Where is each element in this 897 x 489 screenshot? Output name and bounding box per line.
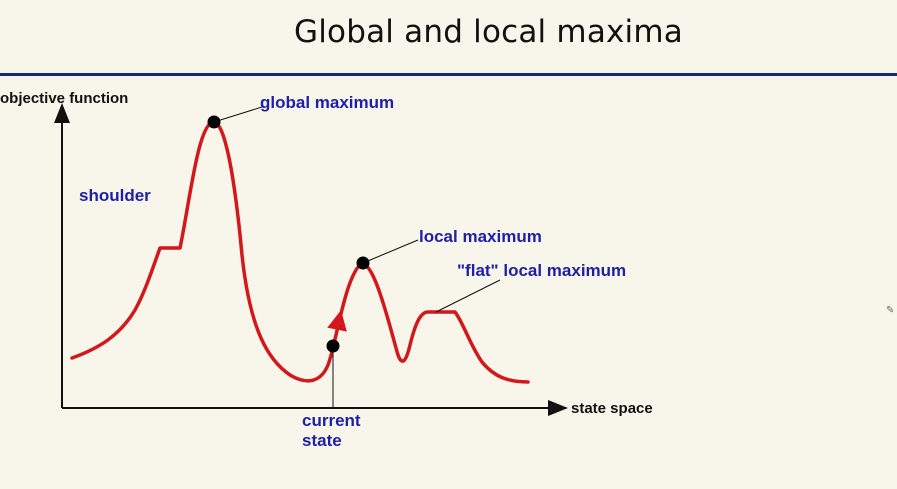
global-maximum-label: global maximum xyxy=(260,93,394,112)
y-axis-label: objective function xyxy=(0,90,128,107)
local-maximum-leader xyxy=(362,239,419,264)
global-maximum-leader xyxy=(213,106,263,123)
global-maximum-point xyxy=(207,115,221,129)
slide-title: Global and local maxima xyxy=(294,14,683,50)
current-state-point xyxy=(326,339,340,353)
flat-local-maximum-label: "flat" local maximum xyxy=(457,261,626,280)
local-maximum-point xyxy=(356,256,370,270)
title-rule xyxy=(0,73,897,76)
flat-local-maximum-leader xyxy=(435,279,501,313)
current-state-label-line1: current xyxy=(302,411,361,430)
x-axis-label: state space xyxy=(571,400,653,417)
local-maximum-label: local maximum xyxy=(419,227,542,246)
pen-cursor-icon: ✎ xyxy=(886,305,895,316)
objective-curve xyxy=(70,120,530,384)
shoulder-label: shoulder xyxy=(79,186,151,205)
current-state-label-line2: state xyxy=(302,431,342,450)
